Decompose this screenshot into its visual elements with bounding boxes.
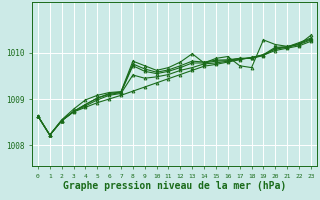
X-axis label: Graphe pression niveau de la mer (hPa): Graphe pression niveau de la mer (hPa) <box>63 181 286 191</box>
